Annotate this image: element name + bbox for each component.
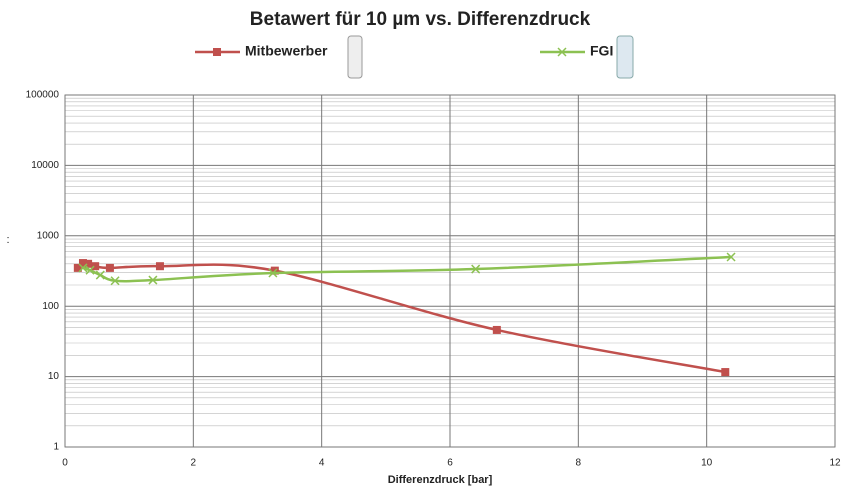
chart-title: Betawert für 10 µm vs. Differenzdruck — [250, 9, 591, 30]
x-tick-label: 0 — [62, 458, 68, 469]
data-point — [493, 326, 501, 334]
x-tick-label: 6 — [447, 458, 453, 469]
x-tick-label: 8 — [576, 458, 582, 469]
y-tick-label: 100 — [42, 301, 59, 312]
y-tick-label: 1000 — [37, 230, 60, 241]
legend-marker — [213, 48, 221, 56]
x-tick-label: 12 — [829, 458, 841, 469]
data-point — [156, 262, 164, 270]
y-axis-label: : — [6, 234, 9, 246]
x-axis-label: Differenzdruck [bar] — [388, 474, 493, 486]
y-tick-label: 10 — [48, 371, 60, 382]
y-tick-label: 1 — [53, 442, 59, 453]
legend-label: FGI — [590, 43, 613, 59]
y-tick-label: 10000 — [31, 160, 59, 171]
data-point — [106, 264, 114, 272]
x-tick-label: 4 — [319, 458, 325, 469]
x-tick-label: 10 — [701, 458, 713, 469]
data-point — [721, 368, 729, 376]
chart: Betawert für 10 µm vs. Differenzdruck Di… — [0, 0, 853, 490]
data-point — [91, 262, 99, 270]
x-tick-label: 2 — [191, 458, 197, 469]
y-tick-label: 100000 — [26, 90, 60, 101]
legend-label: Mitbewerber — [245, 43, 328, 59]
